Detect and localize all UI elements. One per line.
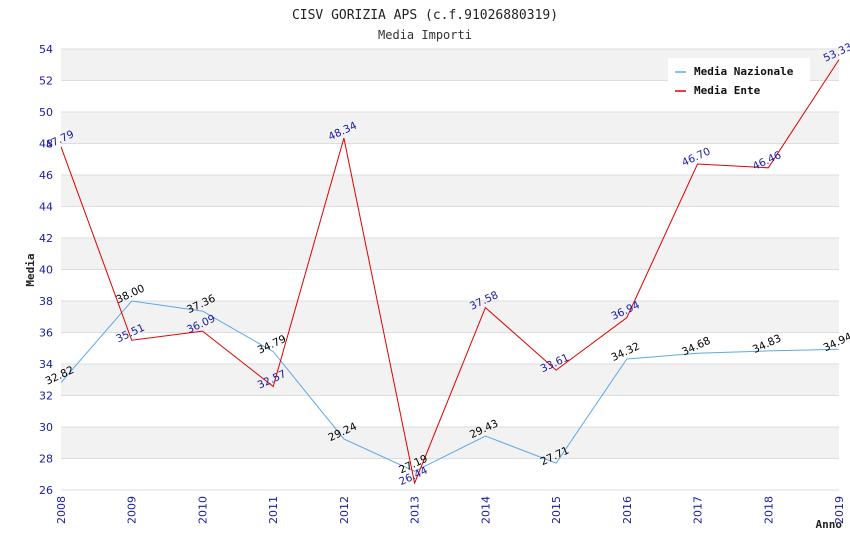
x-tick-label: 2019	[833, 496, 846, 524]
y-tick-label: 28	[39, 453, 53, 466]
x-tick-label: 2018	[762, 496, 775, 524]
series-line-media-ente	[60, 59, 840, 485]
data-label: 34.94	[822, 331, 850, 355]
x-tick-label: 2016	[621, 496, 634, 524]
data-label: 47.79	[44, 128, 76, 152]
y-tick-label: 26	[39, 484, 53, 497]
data-label: 34.83	[751, 332, 783, 356]
x-axis-title: Anno	[816, 518, 843, 531]
y-tick-label: 42	[39, 232, 53, 245]
y-tick-label: 50	[39, 106, 53, 119]
y-tick-label: 40	[39, 264, 53, 277]
y-axis-title: Media	[24, 253, 37, 286]
x-tick-label: 2009	[126, 496, 139, 524]
legend-box	[668, 58, 810, 102]
x-tick-label: 2008	[55, 496, 68, 524]
x-tick-label: 2010	[196, 496, 209, 524]
y-tick-label: 30	[39, 421, 53, 434]
grid-band	[61, 301, 839, 333]
x-axis-ticks: 2008 2009 2010 2011 2012 2013 2014 2015 2016 2017…	[55, 496, 846, 524]
y-tick-label: 34	[39, 358, 53, 371]
x-tick-label: 2013	[409, 496, 422, 524]
legend-label-media-nazionale: Media Nazionale	[694, 65, 794, 78]
grid-band	[61, 112, 839, 144]
y-tick-label: 54	[39, 43, 53, 56]
x-tick-label: 2011	[267, 496, 280, 524]
y-tick-label: 38	[39, 295, 53, 308]
series-line-media-nazionale	[60, 300, 840, 472]
series-lines	[60, 59, 840, 485]
x-tick-label: 2015	[550, 496, 563, 524]
y-tick-label: 52	[39, 75, 53, 88]
y-axis-ticks: 26 28 30 32 34 36 38 40 42 44 46 48 50 52 54	[39, 43, 53, 497]
y-tick-label: 48	[39, 138, 53, 151]
x-tick-label: 2014	[479, 496, 492, 524]
grid-bands	[61, 49, 839, 459]
x-tick-label: 2017	[692, 496, 705, 524]
legend: Media Nazionale Media Ente	[668, 58, 810, 102]
legend-label-media-ente: Media Ente	[694, 84, 761, 97]
data-label: 34.68	[680, 335, 712, 359]
y-tick-label: 32	[39, 390, 53, 403]
chart-subtitle: Media Importi	[378, 28, 472, 42]
grid-band	[61, 175, 839, 207]
data-label: 46.46	[751, 149, 784, 173]
y-tick-label: 36	[39, 327, 53, 340]
y-tick-label: 44	[39, 201, 53, 214]
grid-band	[61, 364, 839, 396]
x-tick-label: 2012	[338, 496, 351, 524]
grid-band	[61, 238, 839, 270]
y-tick-label: 46	[39, 169, 53, 182]
chart-title: CISV GORIZIA APS (c.f.91026880319)	[292, 8, 558, 23]
